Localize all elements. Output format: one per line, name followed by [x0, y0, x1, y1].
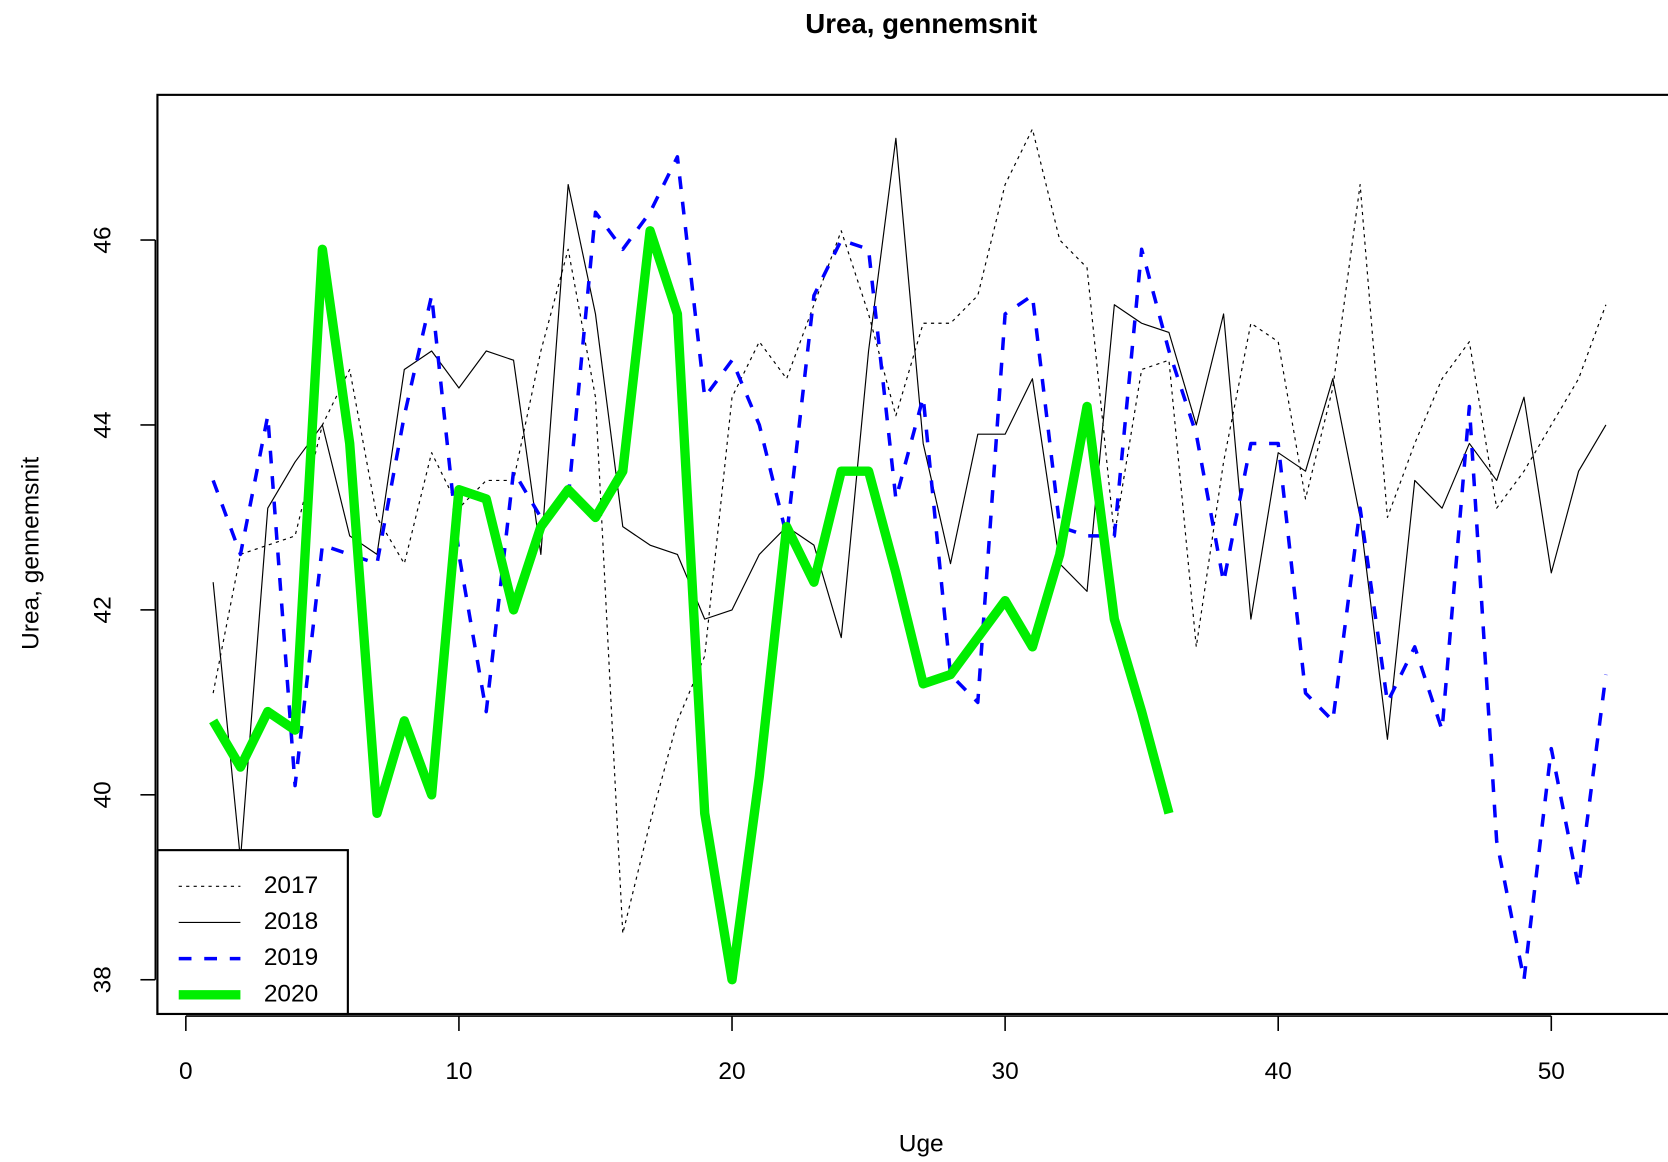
series-line [212, 128, 1607, 935]
y-tick-label: 42 [90, 596, 117, 623]
y-tick-label: 40 [90, 781, 117, 808]
x-tick-label: 40 [1265, 1058, 1292, 1085]
legend-box [156, 849, 349, 1016]
plot-frame [156, 93, 1668, 1016]
x-tick-label: 20 [718, 1058, 745, 1085]
legend-label: 2018 [264, 908, 318, 935]
y-tick-label: 38 [90, 966, 117, 993]
y-tick-label: 46 [90, 226, 117, 253]
series-line [211, 155, 1608, 982]
x-tick-label: 10 [445, 1058, 472, 1085]
x-tick-label: 50 [1538, 1058, 1565, 1085]
legend-label: 2020 [264, 980, 318, 1007]
x-tick-label: 0 [179, 1058, 193, 1085]
y-tick-label: 44 [90, 411, 117, 438]
legend-label: 2017 [264, 872, 318, 899]
legend-label: 2019 [264, 944, 318, 971]
series-line [209, 226, 1174, 985]
chart-title: Urea, gennemsnit [805, 8, 1037, 39]
x-axis-title: Uge [899, 1130, 944, 1157]
y-axis-title: Urea, gennemsnit [17, 457, 44, 650]
x-tick-label: 30 [992, 1058, 1019, 1085]
series-line [212, 137, 1607, 861]
